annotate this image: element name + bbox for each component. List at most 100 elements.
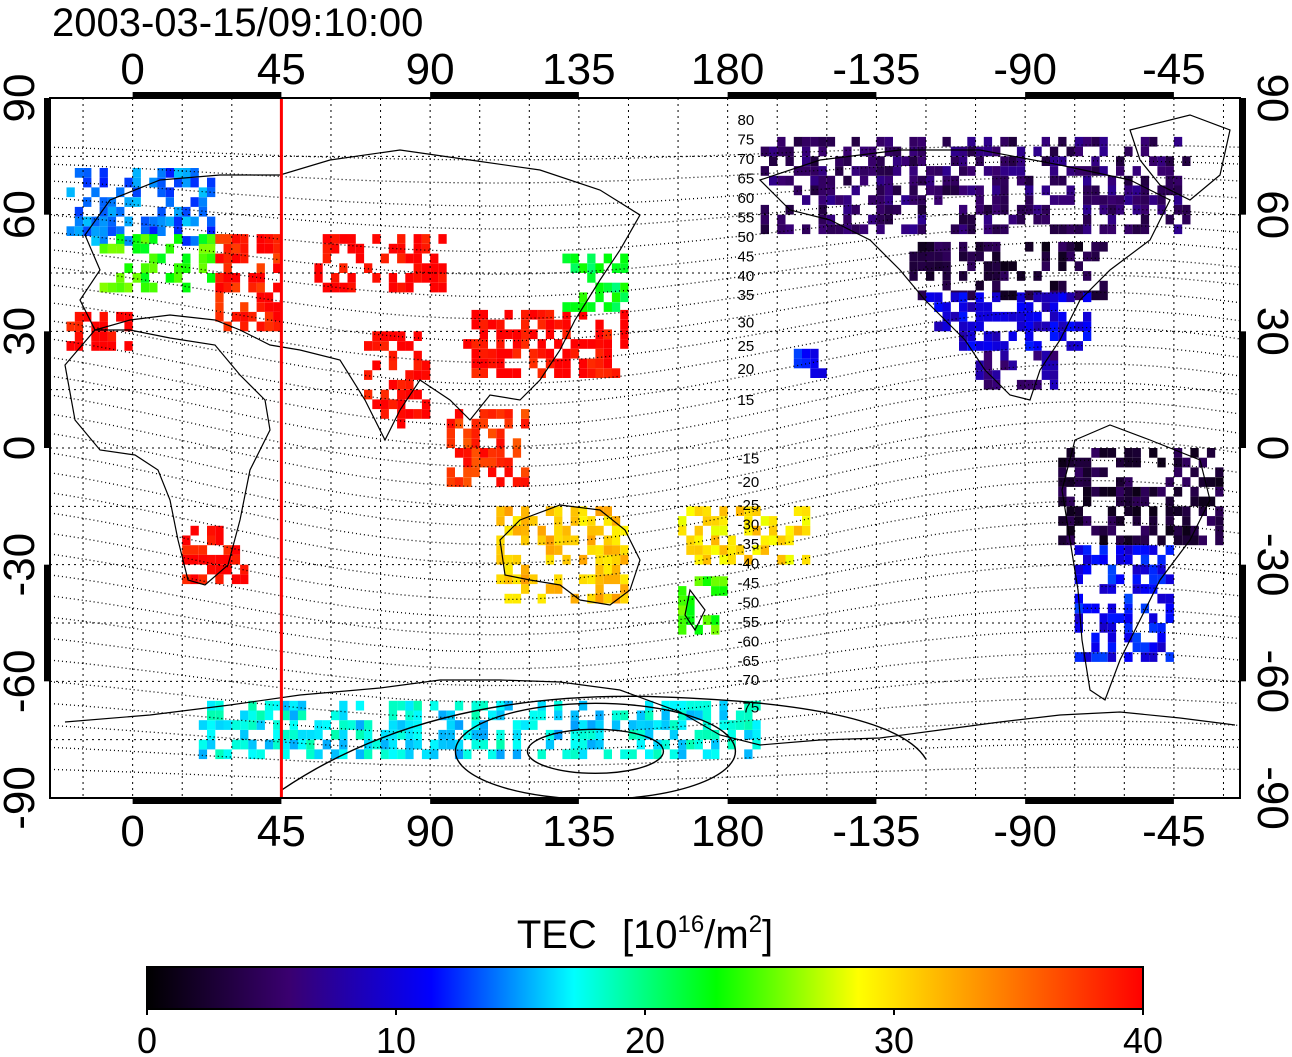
tec-cell — [471, 348, 480, 359]
tec-cell — [975, 302, 984, 312]
tec-cell — [678, 749, 687, 760]
tec-cell — [322, 243, 331, 254]
tec-cell — [1000, 185, 1009, 196]
tec-cell — [587, 253, 596, 264]
tec-cell — [256, 321, 265, 332]
tec-cell — [413, 409, 422, 419]
magnetic-contour — [50, 652, 1240, 703]
tec-region-new-zealand — [678, 576, 728, 635]
tec-region-europe-central — [99, 234, 232, 293]
tec-cell — [488, 467, 497, 478]
tec-cell — [1165, 574, 1174, 585]
tec-cell — [454, 418, 464, 429]
tec-cell — [1074, 516, 1083, 526]
tec-cell — [727, 535, 736, 546]
tec-cell — [504, 457, 513, 468]
magnetic-contour — [50, 500, 1240, 583]
tec-cell — [1058, 136, 1067, 147]
tec-cell — [463, 467, 472, 478]
tec-cell — [99, 197, 108, 207]
tec-cell — [876, 136, 885, 147]
tec-cell — [74, 226, 84, 236]
lat-tick-label-right: 0 — [1248, 436, 1292, 460]
tec-cell — [364, 739, 373, 750]
tec-cell — [281, 749, 290, 760]
tec-cell — [620, 545, 629, 555]
tec-cell — [339, 234, 348, 244]
tec-cell — [545, 319, 555, 330]
tec-cell — [190, 216, 199, 227]
tec-cell — [578, 554, 588, 565]
tec-cell — [198, 243, 208, 254]
tec-cell — [405, 389, 414, 400]
tec-cell — [1099, 535, 1108, 546]
tec-cell — [1066, 506, 1075, 516]
tec-cell — [421, 409, 431, 419]
tec-cell — [454, 409, 464, 419]
tec-cell — [983, 136, 993, 147]
tec-cell — [1074, 545, 1083, 555]
tec-cell — [1124, 613, 1133, 623]
tec-cell — [611, 545, 621, 555]
tec-cell — [240, 564, 249, 575]
tec-cell — [570, 516, 579, 526]
tec-cell — [1140, 554, 1150, 565]
tec-cell — [545, 535, 555, 546]
tec-cell — [537, 368, 546, 378]
tec-cell — [107, 197, 117, 207]
lat-tick-label-left: -60 — [0, 650, 44, 714]
tec-cell — [851, 204, 860, 215]
tec-cell — [289, 700, 298, 711]
tec-cell — [1140, 496, 1150, 507]
tec-cell — [909, 175, 918, 186]
tec-cell — [578, 749, 588, 760]
tec-cell — [107, 282, 117, 293]
tec-cell — [611, 516, 621, 526]
tec-cell — [314, 720, 323, 730]
tec-cell — [347, 282, 356, 293]
tec-cell — [1140, 584, 1150, 594]
tec-cell — [1157, 564, 1166, 575]
tec-cell — [281, 739, 290, 750]
left-latitude-ticks: 9060300-30-60-90 — [0, 74, 44, 830]
tec-cell — [587, 535, 596, 546]
tec-cell — [504, 700, 513, 711]
tec-cell — [1165, 525, 1174, 536]
tec-cell — [678, 615, 687, 625]
tec-cell — [496, 477, 505, 487]
tec-cell — [1157, 204, 1166, 215]
tec-cell — [992, 280, 1001, 291]
tec-cell — [1132, 457, 1141, 468]
tec-cell — [1099, 136, 1108, 147]
tec-cell — [240, 311, 249, 322]
tec-cell — [1107, 448, 1117, 458]
tec-cell — [438, 739, 447, 750]
tec-cell — [562, 309, 571, 320]
tec-cell — [554, 574, 563, 585]
magnetic-contour — [50, 274, 1240, 342]
tec-cell — [529, 329, 538, 340]
tec-cell — [372, 273, 381, 283]
tec-cell — [273, 253, 282, 264]
tec-cell — [909, 185, 918, 196]
tec-cell — [364, 749, 373, 760]
tec-cell — [810, 368, 819, 378]
tec-cell — [1066, 166, 1075, 176]
tec-cell — [1000, 204, 1009, 215]
contour-label: 65 — [738, 171, 755, 188]
tec-cell — [1165, 652, 1174, 662]
contour-label: 50 — [738, 229, 755, 246]
tec-cell — [1041, 251, 1050, 262]
tec-cell — [1049, 224, 1059, 235]
tec-cell — [182, 177, 191, 188]
tec-cell — [1008, 331, 1017, 341]
contour-label: -25 — [738, 497, 760, 514]
tec-cell — [884, 185, 893, 196]
tec-cell — [1140, 146, 1150, 157]
tec-cell — [1140, 185, 1150, 196]
tec-cell — [91, 341, 100, 351]
tec-cell — [1091, 195, 1100, 205]
tec-cell — [595, 525, 604, 536]
tec-cell — [496, 516, 505, 526]
tec-cell — [1140, 545, 1150, 555]
